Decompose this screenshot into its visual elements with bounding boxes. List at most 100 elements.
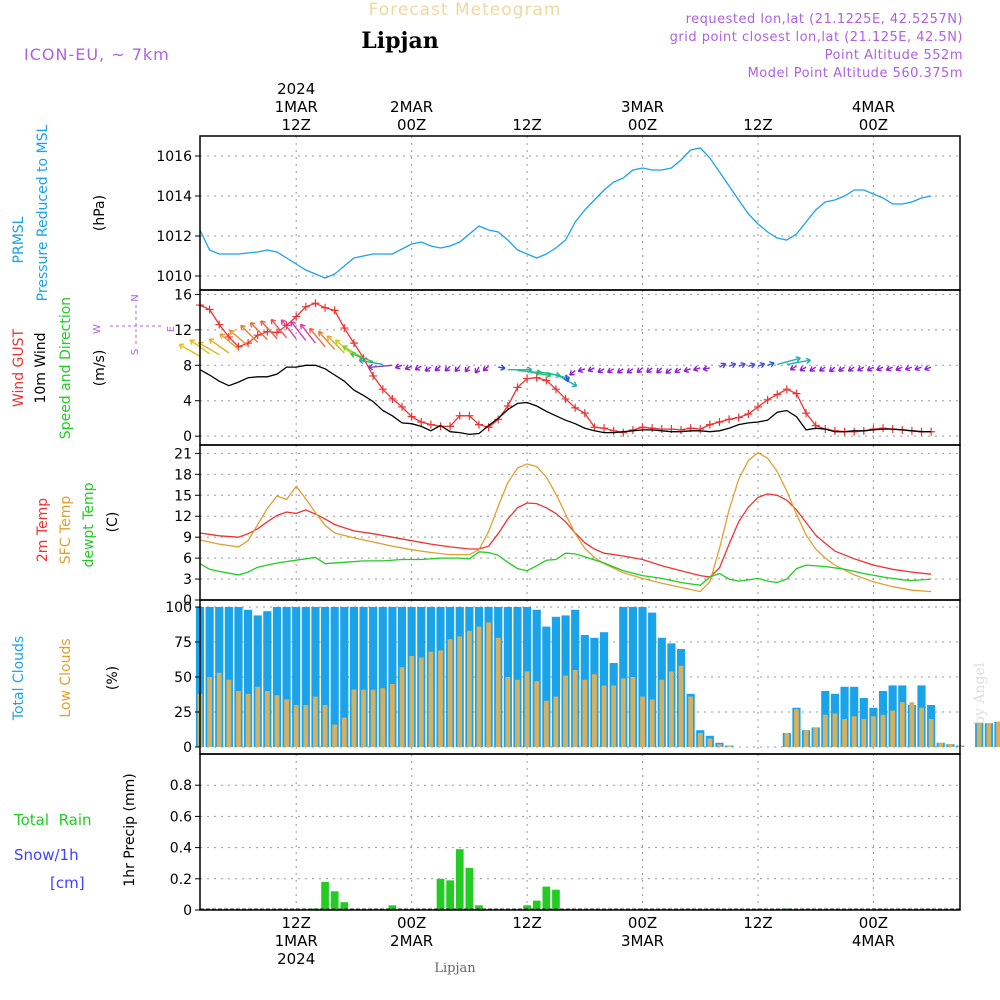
low-cloud-bar <box>649 699 655 747</box>
total-cloud-bar <box>253 615 262 747</box>
bottom-time-label: 00Z <box>397 914 426 932</box>
wind-arrow <box>924 365 932 372</box>
total-cloud-bar <box>263 611 272 747</box>
series-line <box>199 493 932 578</box>
low-cloud-bar <box>871 716 876 747</box>
low-cloud-bar <box>592 674 597 747</box>
gust-marker <box>590 423 599 432</box>
wind-arrow <box>728 362 737 369</box>
wind-arrow <box>777 356 801 366</box>
low-cloud-bar <box>832 713 838 747</box>
low-cloud-bar <box>717 744 722 747</box>
low-cloud-bar <box>899 702 905 747</box>
gust-marker <box>715 417 724 426</box>
low-cloud-bar <box>784 733 790 747</box>
wind-arrow <box>748 362 756 369</box>
gust-marker <box>417 417 426 426</box>
low-cloud-bar <box>236 691 241 747</box>
gust-marker <box>407 412 416 421</box>
low-cloud-bar <box>909 702 915 747</box>
bottom-time-label: 00Z <box>628 914 657 932</box>
wind-arrow <box>587 366 595 373</box>
wind-arrow <box>229 329 249 347</box>
top-time-label: 3MAR <box>621 98 664 116</box>
totalrain-label: Total Rain <box>13 811 92 829</box>
total-cloud-bar <box>282 607 291 747</box>
top-time-label: 00Z <box>859 116 888 134</box>
low-cloud-bar <box>938 742 944 747</box>
y-tick-label: 12 <box>174 509 192 525</box>
gust-marker <box>677 425 686 434</box>
low-cloud-bar <box>495 637 501 747</box>
cm-label: [cm] <box>50 874 85 892</box>
y-tick-label: 0 <box>183 593 192 609</box>
y-tick-label: 1014 <box>156 189 192 205</box>
rain-bar <box>436 878 445 910</box>
low-cloud-bar <box>390 684 395 747</box>
low-cloud-bar <box>688 696 694 747</box>
wind-arrow <box>569 370 576 376</box>
top-time-label: 12Z <box>512 116 541 134</box>
gust-marker <box>253 331 262 340</box>
total-cloud-bar <box>244 609 253 747</box>
wind-arrow <box>358 357 383 366</box>
series-line <box>199 364 932 436</box>
gust-marker <box>580 409 589 418</box>
wind-arrow <box>178 343 201 358</box>
low-cloud-bar <box>563 675 568 747</box>
wind-arrow <box>394 363 403 370</box>
low-cloud-bar <box>428 651 434 747</box>
total-cloud-bar <box>292 607 301 747</box>
y-tick-label: 0.6 <box>170 809 192 825</box>
gust-marker <box>753 402 762 411</box>
series-line <box>199 551 932 586</box>
wind-arrow <box>482 365 490 372</box>
wind-arrow <box>674 367 682 374</box>
bottom-time-label: 00Z <box>859 914 888 932</box>
low-cloud-bar <box>976 723 982 747</box>
low-cloud-bar <box>813 727 819 747</box>
rain-bar <box>388 905 397 910</box>
low-cloud-bar <box>928 719 934 747</box>
top-time-label: 12Z <box>282 116 311 134</box>
gust-marker <box>513 383 522 392</box>
ms-label: (m/s) <box>92 350 108 387</box>
gust-marker <box>349 339 358 348</box>
low-cloud-bar <box>678 665 684 747</box>
low-cloud-bar <box>947 744 953 747</box>
y-tick-label: 0.2 <box>170 872 192 888</box>
rain-bar <box>532 900 541 910</box>
low-cloud-bar <box>332 724 338 747</box>
wind-arrow <box>616 367 624 374</box>
gust-marker <box>340 324 349 333</box>
wind-arrow <box>290 320 307 341</box>
gust-marker <box>657 425 666 434</box>
y-tick-label: 75 <box>174 635 192 651</box>
gust-marker <box>503 402 512 411</box>
low-cloud-bar <box>207 677 213 747</box>
low-cloud-bar <box>466 630 472 747</box>
sfc-label: SFC Temp <box>58 496 74 565</box>
gust-marker <box>571 403 580 412</box>
rain-bar <box>552 889 560 910</box>
total-cloud-bar <box>349 607 359 747</box>
wind-arrow <box>789 364 797 371</box>
wind-arrow <box>818 366 826 372</box>
model-label: ICON-EU, ~ 7km <box>24 45 170 64</box>
y-tick-label: 0 <box>183 903 192 919</box>
t2m-label: 2m Temp <box>35 498 51 562</box>
gust-marker <box>879 424 888 433</box>
wind-arrow <box>454 365 461 373</box>
gust-marker <box>744 410 753 418</box>
gust-marker <box>321 303 330 312</box>
total-cloud-bar <box>224 607 233 747</box>
y-tick-label: 0 <box>183 429 192 445</box>
rain-bar <box>542 886 551 910</box>
wind-arrow <box>317 330 336 350</box>
wind-arrow <box>866 365 874 372</box>
compass-s: S <box>130 349 141 355</box>
y-tick-label: 21 <box>174 446 192 462</box>
bottom-time-label: 3MAR <box>621 932 664 950</box>
gust-marker <box>792 389 801 398</box>
low-cloud-bar <box>668 671 674 747</box>
